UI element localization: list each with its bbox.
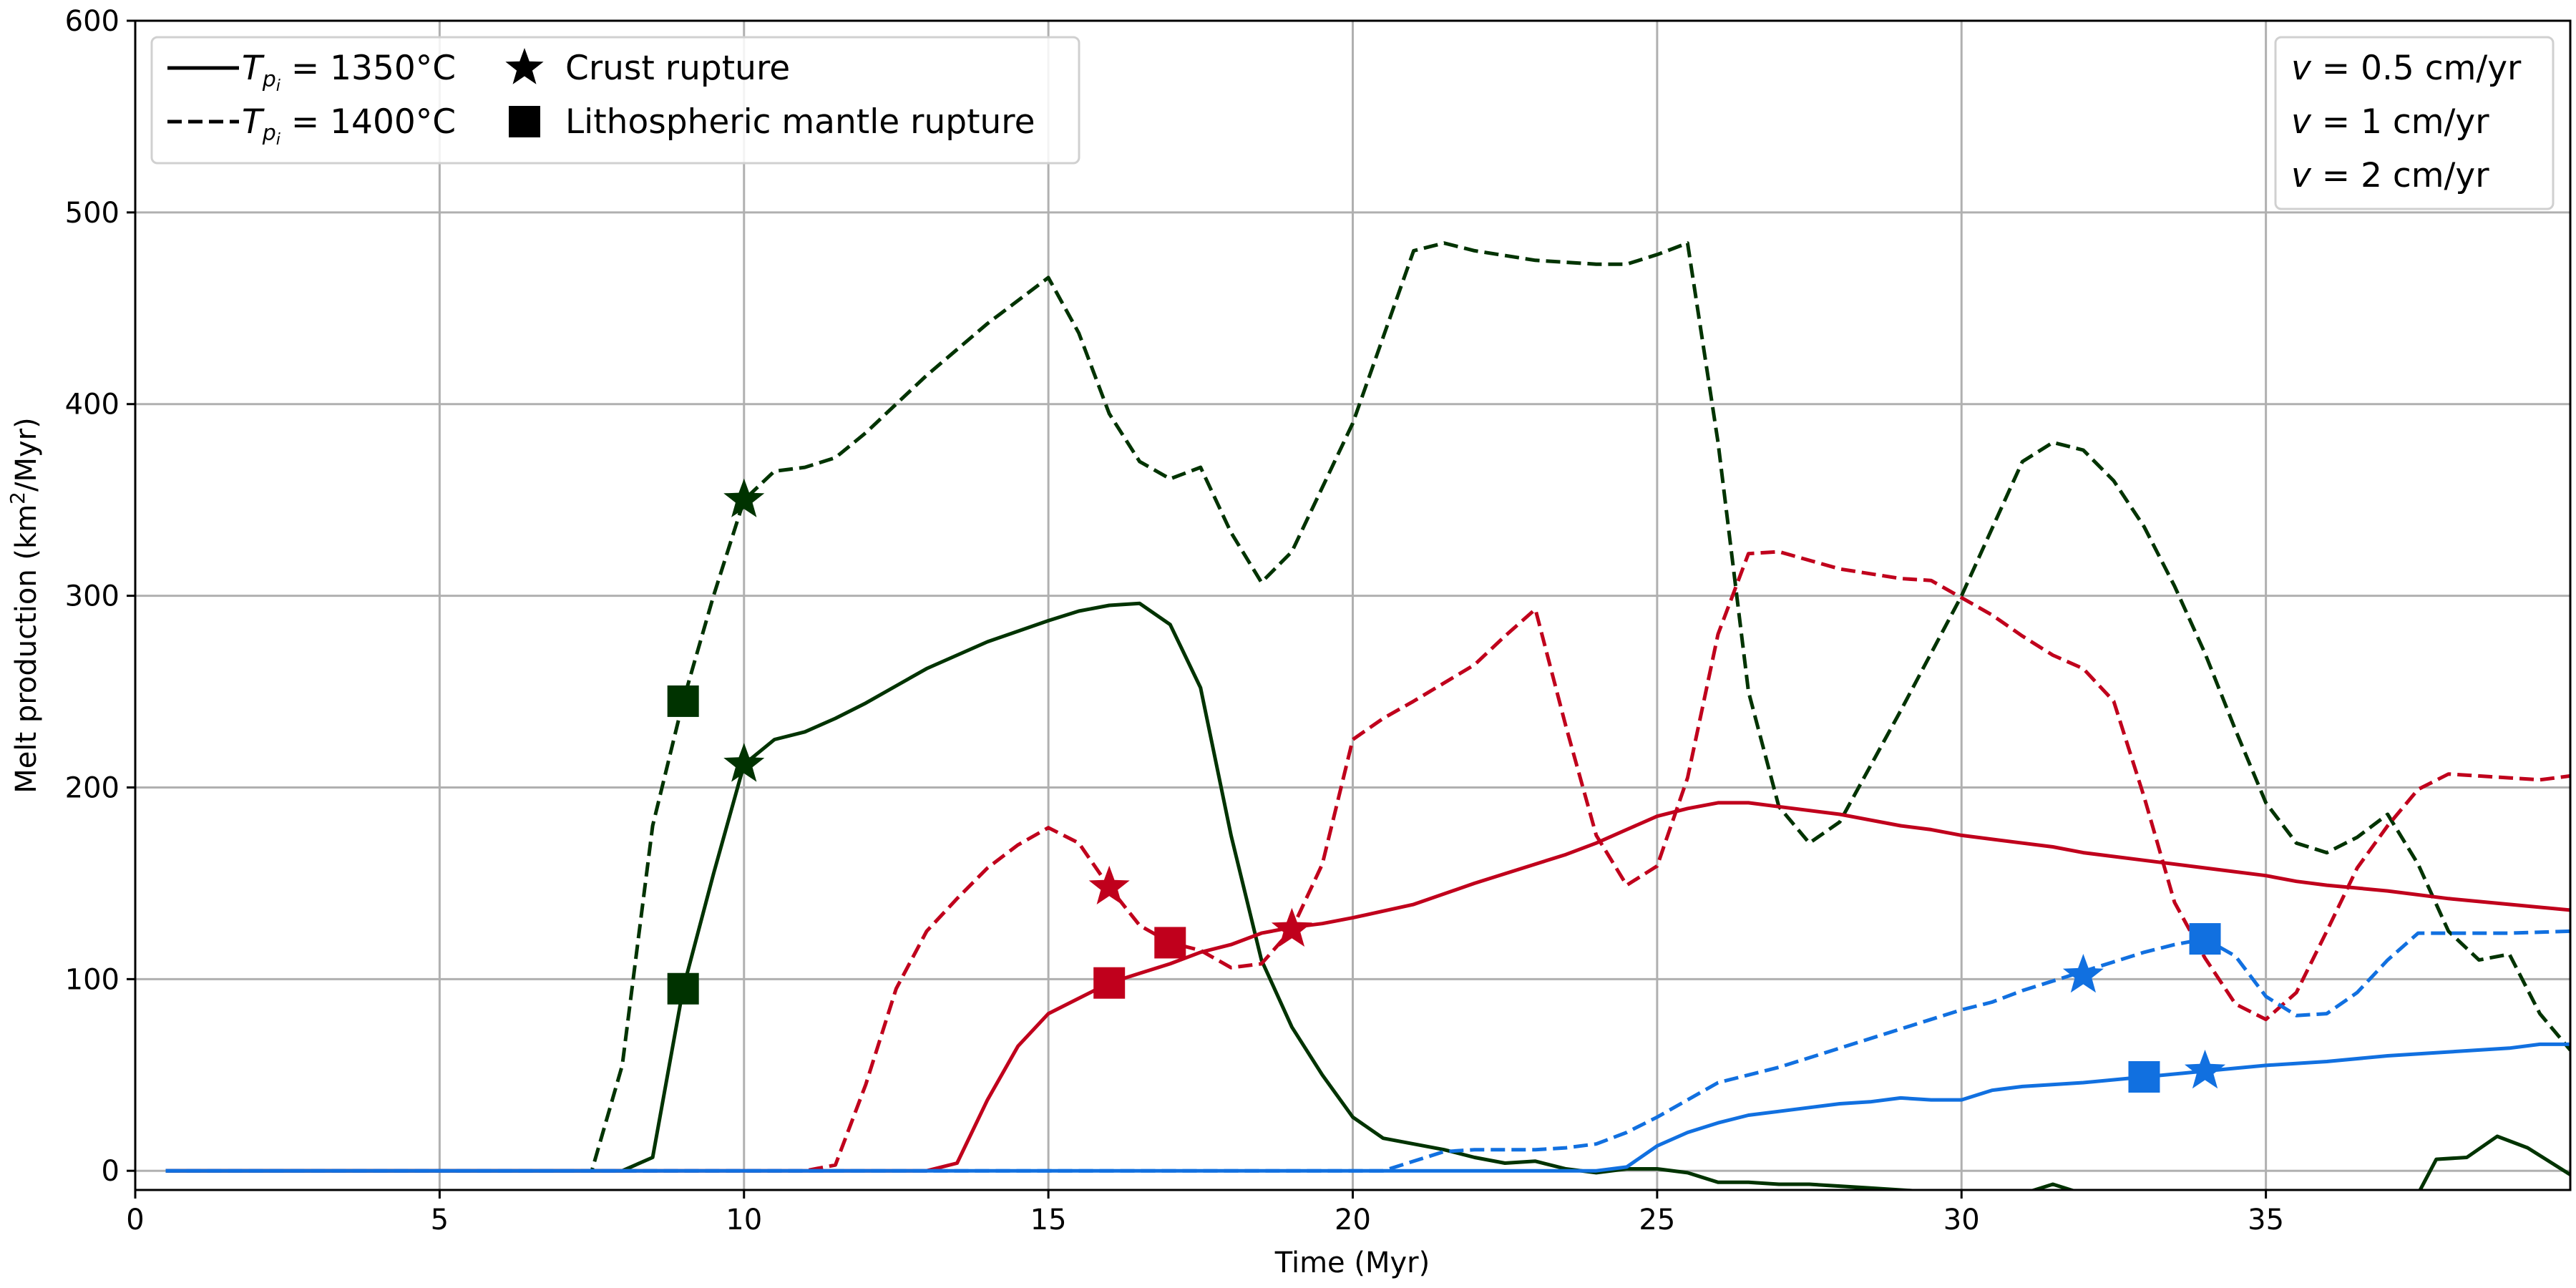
y-axis-label: Melt production (km2/Myr) <box>6 417 44 793</box>
series-lines <box>165 241 2570 1190</box>
lithosphere-rupture-marker <box>1154 927 1186 959</box>
legend-square-label: Lithospheric mantle rupture <box>565 102 1035 142</box>
series-line-fast-solid <box>165 601 2570 1190</box>
legend-star-label: Crust rupture <box>565 49 790 88</box>
lithosphere-rupture-marker <box>667 685 699 717</box>
legend-velocity-medium: v = 1 cm/yr <box>2291 102 2489 142</box>
x-tick-label: 25 <box>1639 1204 1675 1236</box>
lithosphere-rupture-marker <box>2128 1060 2160 1093</box>
y-tick-label: 100 <box>65 963 119 996</box>
crust-rupture-marker <box>2185 1049 2226 1089</box>
legend-dashed-label: Tpi = 1400°C <box>242 102 456 149</box>
square-icon <box>509 106 540 137</box>
x-tick-label: 0 <box>126 1204 144 1236</box>
axis-ticks: 0 5 10 15 20 25 30 35 0 100 200 300 400 500 600 <box>65 5 2284 1236</box>
y-tick-label: 0 <box>102 1155 119 1188</box>
crust-rupture-marker <box>723 743 765 782</box>
lithosphere-rupture-marker <box>1093 967 1126 999</box>
star-icon <box>505 48 544 84</box>
legend-style-box <box>150 36 1080 165</box>
lithosphere-rupture-marker <box>2189 923 2221 955</box>
crust-rupture-marker <box>1088 865 1130 904</box>
x-axis-label: Time (Myr) <box>1274 1246 1430 1279</box>
grid <box>134 19 2570 1190</box>
legend-solid-label: Tpi = 1350°C <box>242 49 456 95</box>
series-line-fast-dashed <box>165 241 2570 1173</box>
star-icon-shape <box>505 48 544 84</box>
y-tick-label: 300 <box>65 580 119 613</box>
legend-style: Tpi = 1350°C Tpi = 1400°C Crust rupture … <box>150 36 1080 165</box>
legend-velocity: v = 0.5 cm/yr v = 1 cm/yr v = 2 cm/yr <box>2274 36 2555 210</box>
y-tick-label: 500 <box>65 197 119 230</box>
legend-velocity-box <box>2274 36 2555 210</box>
x-tick-label: 5 <box>431 1204 449 1236</box>
x-tick-label: 15 <box>1030 1204 1067 1236</box>
lithosphere-rupture-marker <box>667 972 699 1005</box>
event-markers <box>667 478 2226 1093</box>
x-tick-label: 35 <box>2248 1204 2284 1236</box>
series-line-medium-dashed <box>165 550 2570 1173</box>
legend-velocity-slow: v = 0.5 cm/yr <box>2291 49 2522 88</box>
legend-velocity-fast: v = 2 cm/yr <box>2291 156 2489 195</box>
x-tick-label: 30 <box>1943 1204 1980 1236</box>
series-line-medium-solid <box>165 801 2570 1173</box>
y-tick-label: 400 <box>65 389 119 421</box>
x-tick-label: 10 <box>726 1204 762 1236</box>
y-tick-label: 600 <box>65 5 119 38</box>
crust-rupture-marker <box>723 478 765 517</box>
y-tick-label: 200 <box>65 771 119 804</box>
crust-rupture-marker <box>2062 954 2104 993</box>
x-tick-label: 20 <box>1335 1204 1371 1236</box>
crust-rupture-marker <box>1271 907 1312 947</box>
series-line-slow-dashed <box>165 929 2570 1173</box>
series-line-slow-solid <box>165 1042 2570 1173</box>
